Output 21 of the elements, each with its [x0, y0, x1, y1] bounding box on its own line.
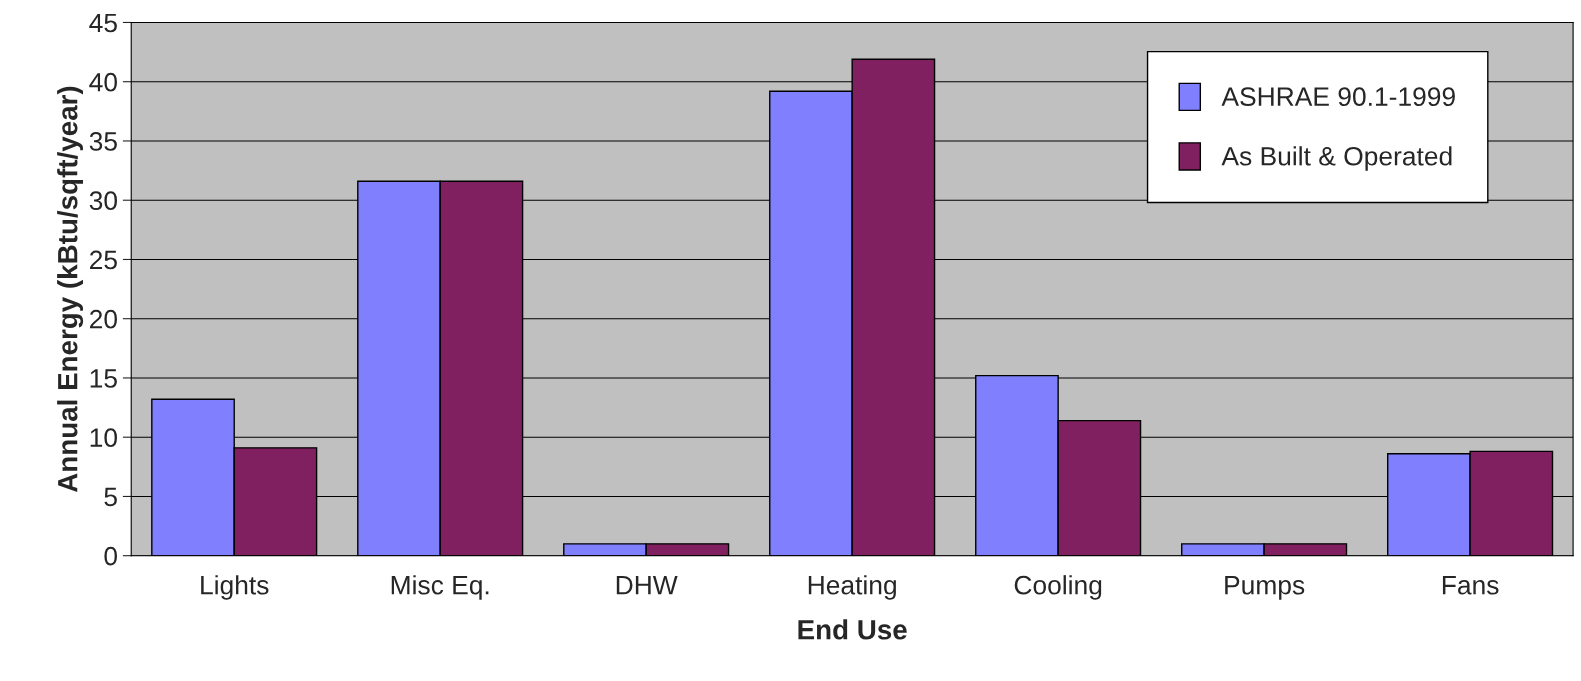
y-tick-label: 30 [89, 191, 117, 211]
x-tick-label: Fans [1442, 576, 1499, 595]
y-tick-label: 20 [90, 309, 117, 329]
y-tick-label: 0 [104, 546, 117, 566]
y-tick-label: 15 [90, 369, 117, 388]
legend-label: As Built & Operated [1221, 146, 1452, 171]
x-tick-label: Misc Eq. [391, 575, 489, 600]
x-tick-label: DHW [616, 576, 678, 595]
y-tick-label: 5 [104, 487, 117, 507]
y-tick-label: 45 [89, 13, 117, 33]
y-tick-label: 10 [90, 428, 117, 448]
x-axis-title: End Use [798, 619, 907, 640]
y-tick-label: 35 [89, 132, 117, 151]
x-tick-label: Heating [808, 575, 896, 600]
y-tick-label: 25 [90, 250, 117, 270]
x-tick-label: Pumps [1225, 576, 1305, 600]
y-tick-label: 40 [89, 72, 117, 92]
x-tick-label: Cooling [1014, 575, 1102, 600]
legend-label: ASHRAE 90.1-1999 [1221, 87, 1455, 107]
x-tick-label: Lights [201, 575, 269, 600]
y-axis-title: Annual Energy (kBtu/sqft/year) [57, 86, 84, 493]
